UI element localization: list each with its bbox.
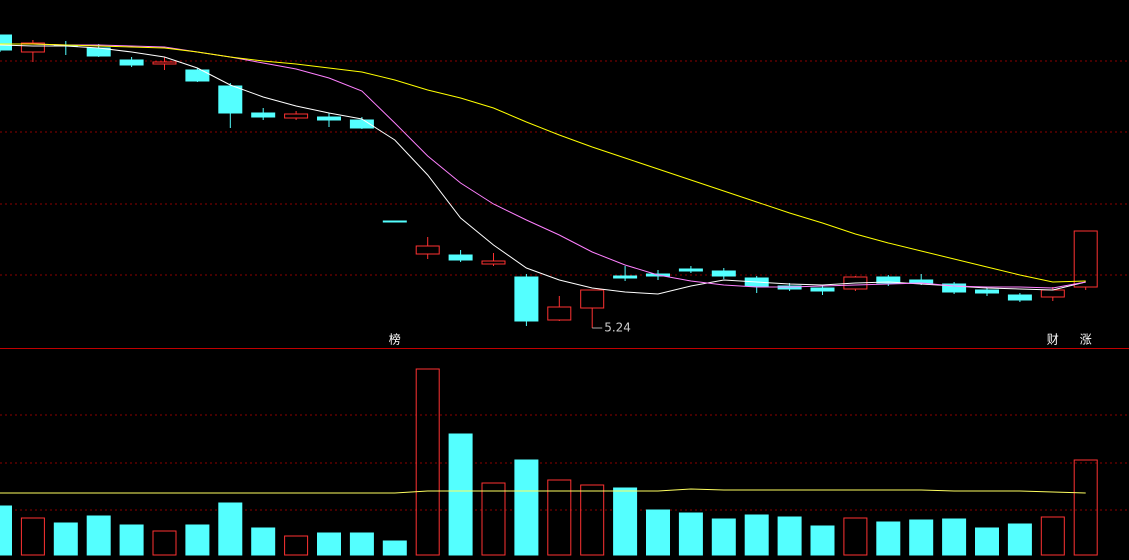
volume-ma-line xyxy=(0,488,1086,494)
volume-bar xyxy=(843,517,868,556)
volume-bar xyxy=(481,482,506,556)
candle-body xyxy=(415,245,440,255)
volume-bar xyxy=(218,502,243,556)
volume-bar xyxy=(909,519,934,556)
volume-bar xyxy=(448,433,473,556)
volume-bar xyxy=(975,527,999,556)
volume-bar xyxy=(152,530,177,556)
volume-bar xyxy=(1073,459,1098,556)
candle-body xyxy=(678,268,703,272)
volume-bar xyxy=(415,368,440,556)
candle-body xyxy=(975,289,999,294)
volume-bar xyxy=(810,525,835,556)
candle-body xyxy=(20,42,45,53)
candle-body xyxy=(1073,230,1098,288)
candle-body xyxy=(317,116,341,121)
candle-body xyxy=(613,275,638,279)
candle-body xyxy=(810,287,835,292)
candle-body xyxy=(942,283,967,293)
volume-bar xyxy=(646,509,670,556)
candle-body xyxy=(382,220,407,223)
ma-line xyxy=(0,43,1086,283)
volume-bar xyxy=(349,532,374,556)
volume-bar xyxy=(514,459,539,556)
volume-bar xyxy=(1040,516,1065,556)
candle-body xyxy=(580,289,605,309)
volume-bar xyxy=(317,532,341,556)
volume-bar xyxy=(613,487,638,556)
volume-bar xyxy=(20,517,45,556)
volume-bar xyxy=(0,505,12,556)
volume-bar xyxy=(777,516,802,556)
candle-body xyxy=(251,112,276,118)
candle-body xyxy=(119,59,144,66)
volume-bar xyxy=(678,512,703,556)
volume-bar xyxy=(876,521,901,556)
candle-body xyxy=(514,276,539,322)
marker-label: 榜 xyxy=(389,332,401,347)
candle-body xyxy=(547,306,572,321)
volume-bar xyxy=(382,540,407,556)
candle-body xyxy=(448,254,473,261)
volume-bar xyxy=(119,524,144,556)
candle-body xyxy=(218,85,243,114)
volume-bar xyxy=(547,479,572,556)
marker-label: 涨 xyxy=(1080,332,1092,347)
volume-bar xyxy=(251,527,276,556)
candle-body xyxy=(185,69,210,82)
candle-body xyxy=(152,61,177,65)
candle-body xyxy=(349,119,374,129)
volume-bar xyxy=(580,484,605,556)
candle-body xyxy=(0,34,12,51)
volume-bar xyxy=(86,515,111,556)
candle-body xyxy=(481,260,506,265)
marker-label: 财 xyxy=(1047,333,1059,347)
low-label: 5.24 xyxy=(604,321,631,335)
candle-body xyxy=(1007,294,1032,301)
volume-bar xyxy=(185,524,210,556)
volume-bar xyxy=(284,535,309,556)
volume-bar xyxy=(744,514,769,556)
candle-body xyxy=(711,270,736,277)
volume-bar xyxy=(1007,523,1032,556)
candle-body xyxy=(284,113,309,119)
volume-bar xyxy=(53,522,78,556)
candle-body xyxy=(876,276,901,284)
volume-bar xyxy=(711,518,736,556)
volume-bar xyxy=(942,518,967,556)
